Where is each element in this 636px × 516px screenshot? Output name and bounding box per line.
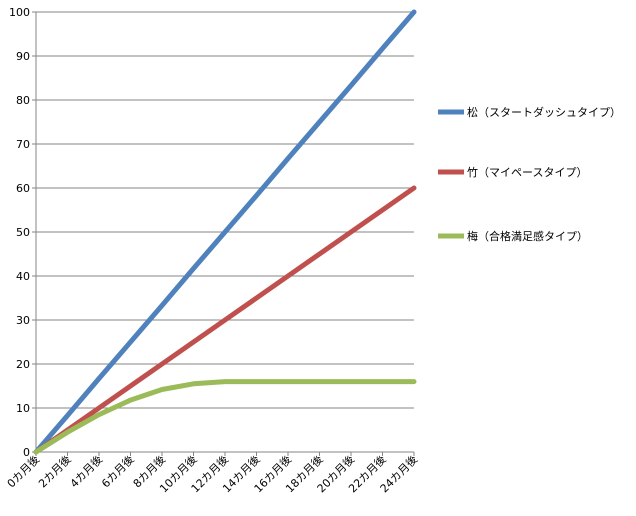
y-tick-label: 100 xyxy=(9,6,30,19)
x-tick-label: 2カ月後 xyxy=(35,452,73,490)
y-tick-label: 60 xyxy=(16,182,30,195)
series-lines xyxy=(33,9,417,455)
series-line xyxy=(33,379,417,455)
series-line xyxy=(33,9,417,455)
x-axis: 0カ月後2カ月後4カ月後6カ月後8カ月後10カ月後12カ月後14カ月後16カ月後… xyxy=(4,451,420,495)
y-tick-label: 10 xyxy=(16,402,30,415)
legend-label: 松（スタートダッシュタイプ） xyxy=(467,105,621,119)
y-tick-label: 80 xyxy=(16,94,30,107)
series-line xyxy=(33,185,417,455)
legend: 松（スタートダッシュタイプ） 竹（マイペースタイプ） 梅（合格満足感タイプ） xyxy=(438,105,621,243)
legend-label: 竹（マイペースタイプ） xyxy=(467,165,587,179)
y-tick-label: 30 xyxy=(16,314,30,327)
y-tick-label: 50 xyxy=(16,226,30,239)
y-tick-label: 40 xyxy=(16,270,30,283)
y-tick-label: 0 xyxy=(23,446,30,459)
x-tick-label: 6カ月後 xyxy=(98,452,136,490)
y-tick-label: 20 xyxy=(16,358,30,371)
y-tick-label: 70 xyxy=(16,138,30,151)
y-axis: 0 10 20 30 40 50 60 70 80 90 100 xyxy=(9,6,37,459)
y-tick-label: 90 xyxy=(16,50,30,63)
x-tick-label: 4カ月後 xyxy=(67,452,105,490)
legend-label: 梅（合格満足感タイプ） xyxy=(467,229,588,243)
